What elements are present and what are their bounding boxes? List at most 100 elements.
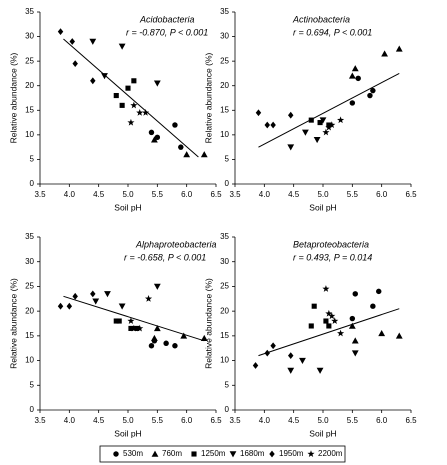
point: [136, 109, 144, 116]
y-tick-label: 5: [225, 380, 230, 389]
point: [308, 323, 314, 329]
trend-line: [63, 295, 205, 342]
point: [299, 357, 306, 364]
point: [308, 117, 314, 123]
x-tick-label: 4.5: [288, 416, 300, 425]
point: [136, 324, 144, 332]
point: [351, 350, 359, 357]
legend-marker: [307, 450, 315, 458]
y-tick-label: 35: [220, 7, 229, 16]
point: [119, 102, 125, 108]
panel-statistics: r = -0.870, P < 0.001: [126, 27, 208, 37]
point: [113, 92, 119, 99]
x-tick-label: 5.5: [152, 416, 164, 425]
x-axis-label: Soil pH: [309, 202, 336, 212]
point: [113, 318, 119, 324]
legend-label: 1950m: [279, 449, 304, 458]
point: [130, 324, 138, 332]
point: [90, 77, 96, 85]
y-axis-label: Relative abundance (%): [203, 278, 213, 369]
point: [322, 128, 330, 136]
point: [370, 87, 376, 94]
point: [130, 101, 138, 109]
point: [178, 144, 184, 150]
point: [72, 60, 78, 67]
point: [378, 329, 386, 337]
x-axis-label: Soil pH: [114, 202, 141, 212]
point: [144, 295, 153, 302]
point: [134, 325, 140, 331]
y-tick-label: 5: [30, 380, 35, 389]
x-tick-label: 4.0: [64, 416, 76, 425]
y-tick-label: 10: [25, 130, 34, 139]
y-tick-label: 20: [220, 306, 229, 315]
point: [153, 80, 161, 87]
x-tick-label: 5.0: [122, 190, 134, 199]
x-tick-label: 6.0: [181, 190, 193, 199]
point: [151, 334, 158, 342]
x-tick-label: 6.0: [181, 416, 193, 425]
point: [163, 340, 169, 346]
point: [311, 303, 317, 309]
x-tick-label: 5.0: [317, 190, 329, 199]
point: [118, 303, 126, 310]
y-tick-label: 10: [25, 356, 34, 365]
legend-marker: [191, 451, 197, 457]
point: [351, 337, 359, 344]
point: [349, 100, 356, 106]
point: [348, 322, 356, 329]
panel-title: Alphaproteobacteria: [135, 239, 217, 249]
point: [183, 151, 191, 158]
x-tick-label: 3.5: [229, 416, 241, 425]
y-tick-label: 30: [25, 32, 34, 41]
point: [172, 122, 178, 128]
y-axis-label: Relative abundance (%): [8, 278, 18, 369]
trend-line: [258, 308, 400, 357]
point: [326, 323, 332, 329]
point: [349, 315, 356, 322]
y-tick-label: 0: [30, 405, 35, 414]
legend-marker: [113, 451, 119, 457]
y-tick-label: 10: [220, 130, 229, 139]
x-tick-label: 3.5: [229, 190, 241, 199]
y-tick-label: 0: [225, 179, 230, 188]
x-tick-label: 5.5: [347, 416, 359, 425]
y-tick-label: 15: [220, 105, 229, 114]
point: [319, 117, 327, 124]
point: [370, 303, 376, 309]
x-tick-label: 4.0: [64, 190, 76, 199]
point: [264, 349, 270, 357]
trend-line: [258, 72, 400, 148]
legend-marker: [151, 450, 159, 457]
point: [66, 302, 73, 310]
legend-label: 530m: [123, 449, 143, 458]
panel-statistics: r = 0.493, P = 0.014: [293, 252, 372, 262]
point: [127, 118, 135, 126]
x-tick-label: 4.0: [259, 416, 271, 425]
point: [352, 291, 358, 297]
y-tick-label: 30: [220, 32, 229, 41]
x-axis-label: Soil pH: [309, 428, 336, 438]
point: [57, 302, 64, 310]
x-tick-label: 4.5: [93, 190, 105, 199]
point: [317, 120, 323, 126]
y-tick-label: 25: [25, 282, 34, 291]
y-tick-label: 0: [30, 179, 35, 188]
x-tick-label: 5.0: [317, 416, 329, 425]
x-tick-label: 4.0: [259, 190, 271, 199]
point: [322, 285, 330, 292]
x-tick-label: 5.0: [122, 416, 134, 425]
y-tick-label: 35: [25, 7, 34, 16]
point: [288, 111, 294, 119]
point: [395, 332, 403, 339]
x-tick-label: 6.5: [405, 190, 417, 199]
point: [151, 136, 158, 143]
point: [153, 283, 161, 290]
x-tick-label: 4.5: [93, 416, 105, 425]
y-tick-label: 30: [25, 257, 34, 266]
point: [180, 332, 188, 339]
y-tick-label: 20: [25, 306, 34, 315]
point: [252, 362, 259, 369]
y-tick-label: 15: [25, 331, 34, 340]
